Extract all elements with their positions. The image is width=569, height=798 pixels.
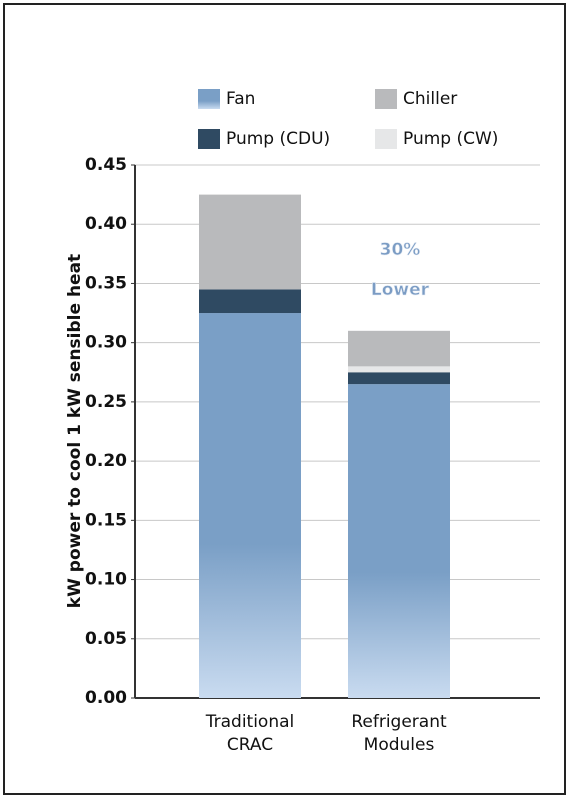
y-tick-label: 0.10 xyxy=(85,570,127,590)
bar-segment xyxy=(199,289,301,314)
y-tick-label: 0.30 xyxy=(85,333,127,353)
legend-label: Pump (CDU) xyxy=(226,129,330,149)
legend-label: Pump (CW) xyxy=(403,129,498,149)
bar-segment xyxy=(348,330,450,367)
y-tick-label: 0.05 xyxy=(85,629,127,649)
legend-swatch xyxy=(198,129,220,149)
bar-segment xyxy=(199,313,301,698)
legend-swatch xyxy=(198,89,220,109)
legend-swatch xyxy=(375,129,397,149)
bar-segment xyxy=(348,384,450,698)
bar-segment xyxy=(348,372,450,385)
legend-swatch xyxy=(375,89,397,109)
y-tick-label: 0.20 xyxy=(85,451,127,471)
annotation: Lower xyxy=(371,280,430,300)
y-tick-label: 0.25 xyxy=(85,392,127,412)
legend-label: Fan xyxy=(226,89,255,109)
y-tick-label: 0.15 xyxy=(85,510,127,530)
legend-label: Chiller xyxy=(403,89,457,109)
x-tick-label: Traditional CRAC xyxy=(205,712,295,755)
y-tick-label: 0.00 xyxy=(85,688,127,708)
x-tick-label: Refrigerant Modules xyxy=(351,712,447,755)
y-tick-label: 0.40 xyxy=(85,214,127,234)
y-axis-label: kW power to cool 1 kW sensible heat xyxy=(65,254,85,608)
annotation: 30% xyxy=(380,240,421,260)
bar-segment xyxy=(199,194,301,290)
y-tick-label: 0.45 xyxy=(85,155,127,175)
y-tick-label: 0.35 xyxy=(85,273,127,293)
bar-segment xyxy=(348,366,450,373)
